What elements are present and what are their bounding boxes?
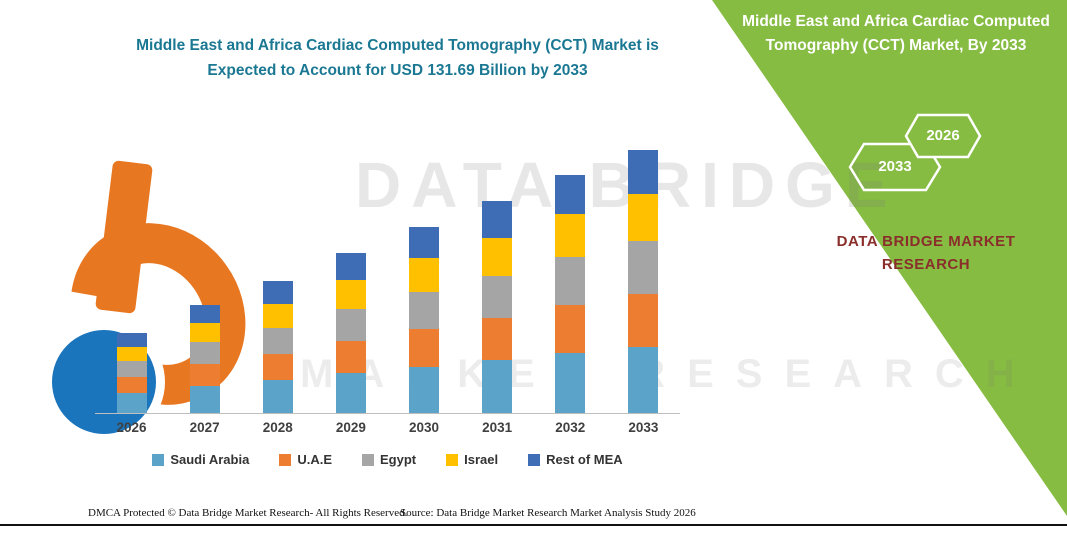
bar-segment [555, 305, 586, 353]
legend-swatch [446, 453, 459, 466]
legend-item: Rest of MEA [528, 452, 623, 467]
x-axis-labels: 2026 2027 2028 2029 2030 2031 2032 2033 [95, 420, 680, 435]
bar-segment [482, 276, 513, 318]
bar-segment [262, 380, 293, 413]
bar-segment [628, 149, 659, 194]
stacked-bar-2031 [482, 201, 513, 413]
legend-item: Egypt [361, 452, 417, 467]
bar-segment [482, 360, 513, 413]
legend-label: U.A.E [297, 452, 332, 467]
brand-name: DATA BRIDGE MARKET RESEARCH [790, 230, 1062, 277]
hexagon-year-2033: 2033 [878, 158, 912, 175]
x-tick-label: 2033 [628, 420, 659, 435]
stacked-bar-2029 [335, 253, 366, 413]
hexagon-year-2026: 2026 [926, 127, 960, 144]
bar-segment [262, 328, 293, 354]
bar-segment [409, 227, 440, 258]
stacked-bar-2028 [262, 281, 293, 413]
chart-title-line2: Expected to Account for USD 131.69 Billi… [207, 61, 588, 79]
x-tick-label: 2027 [189, 420, 220, 435]
bar-segment [116, 333, 147, 347]
bar-segment [628, 241, 659, 294]
year-hexagons: 2033 2026 [845, 112, 995, 212]
bar-segment [335, 253, 366, 280]
bar-segment [555, 214, 586, 257]
bar-segment [262, 354, 293, 380]
stacked-bar-chart: 2026 2027 2028 2029 2030 2031 2032 2033 Saudi A… [95, 118, 680, 488]
legend-label: Rest of MEA [546, 452, 623, 467]
stacked-bar-2027 [189, 305, 220, 413]
bar-slot-2028 [241, 116, 314, 413]
bar-segment [335, 373, 366, 413]
bar-segment [628, 294, 659, 347]
bar-segment [116, 377, 147, 393]
bar-segment [116, 393, 147, 413]
bar-slot-2027 [168, 116, 241, 413]
bar-segment [116, 361, 147, 377]
stacked-bar-2026 [116, 333, 147, 413]
bar-segment [189, 386, 220, 413]
stacked-bar-2030 [409, 227, 440, 413]
bar-segment [555, 175, 586, 214]
bar-slot-2031 [461, 116, 534, 413]
footer-divider [0, 524, 1067, 526]
x-tick-label: 2029 [335, 420, 366, 435]
bar-segment [555, 353, 586, 413]
bar-segment [482, 238, 513, 276]
bar-slot-2029 [314, 116, 387, 413]
x-tick-label: 2031 [482, 420, 513, 435]
legend-swatch [361, 453, 374, 466]
bars-area [95, 116, 680, 413]
bar-segment [189, 305, 220, 323]
bar-slot-2030 [388, 116, 461, 413]
brand-line1: DATA BRIDGE MARKET [836, 233, 1016, 250]
chart-title: Middle East and Africa Cardiac Computed … [105, 34, 690, 84]
bar-slot-2032 [534, 116, 607, 413]
bar-segment [262, 304, 293, 328]
bar-segment [189, 342, 220, 364]
banner-heading: Middle East and Africa Cardiac Computed … [742, 13, 1050, 55]
bar-segment [409, 258, 440, 292]
bar-segment [116, 347, 147, 361]
bar-slot-2026 [95, 116, 168, 413]
bar-slot-2033 [607, 116, 680, 413]
chart-legend: Saudi Arabia U.A.E Egypt Israel Rest of MEA [95, 452, 680, 467]
bar-segment [628, 347, 659, 413]
x-tick-label: 2030 [409, 420, 440, 435]
x-tick-label: 2032 [555, 420, 586, 435]
stacked-bar-2032 [555, 175, 586, 413]
bar-segment [409, 292, 440, 329]
bar-segment [409, 367, 440, 413]
legend-item: U.A.E [279, 452, 332, 467]
legend-label: Israel [464, 452, 499, 467]
bar-segment [335, 341, 366, 373]
chart-title-line1: Middle East and Africa Cardiac Computed … [136, 37, 659, 54]
legend-item: Israel [446, 452, 498, 467]
source-note: Source: Data Bridge Market Research Mark… [400, 507, 696, 519]
legend-label: Egypt [379, 452, 417, 467]
bar-segment [409, 329, 440, 367]
dmca-notice: DMCA Protected © Data Bridge Market Rese… [88, 507, 408, 519]
legend-label: Saudi Arabia [170, 452, 250, 467]
bar-segment [482, 201, 513, 238]
bar-segment [482, 318, 513, 360]
legend-swatch [528, 453, 541, 466]
bar-segment [335, 280, 366, 309]
bar-segment [262, 281, 293, 304]
x-axis-line [95, 413, 680, 414]
hexagon-outlines [848, 113, 982, 192]
x-tick-label: 2028 [262, 420, 293, 435]
bar-segment [189, 364, 220, 386]
bar-segment [335, 309, 366, 341]
bar-segment [189, 323, 220, 342]
brand-line2: RESEARCH [881, 256, 971, 274]
legend-swatch [152, 453, 165, 466]
bar-segment [628, 193, 659, 241]
legend-item: Saudi Arabia [152, 452, 249, 467]
x-tick-label: 2026 [116, 420, 147, 435]
bar-segment [555, 257, 586, 305]
stacked-bar-2033 [628, 149, 659, 413]
legend-swatch [279, 453, 292, 466]
